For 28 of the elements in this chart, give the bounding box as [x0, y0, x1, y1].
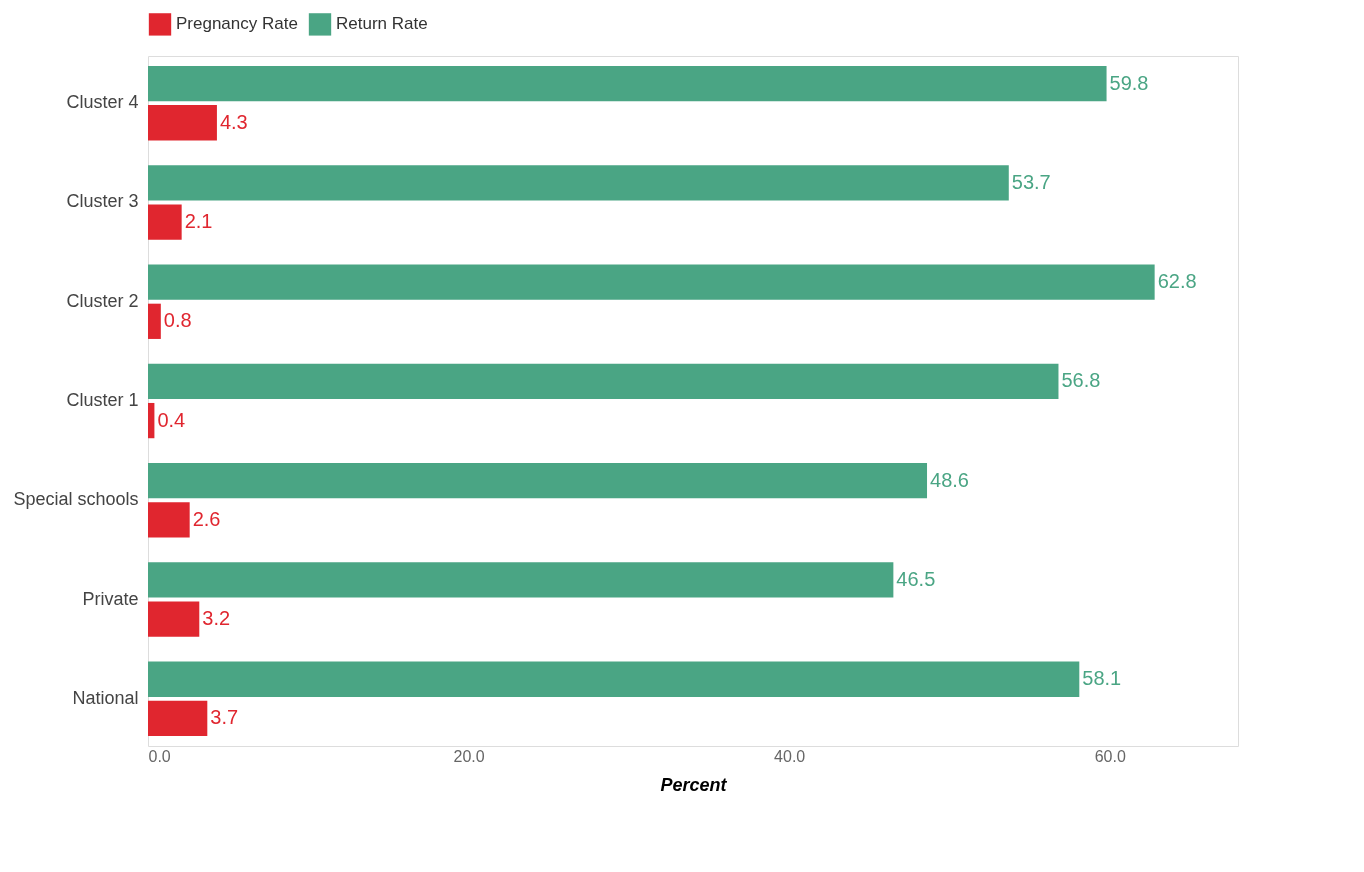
y-tick-label: National [72, 687, 139, 708]
y-tick-label: Cluster 2 [66, 290, 139, 311]
data-label: 3.2 [202, 607, 231, 630]
data-label: 53.7 [1011, 170, 1051, 193]
x-axis-title: Percent [660, 774, 728, 795]
data-label: 0.8 [163, 309, 192, 332]
y-tick-label: Cluster 4 [66, 92, 139, 113]
legend-label: Return Rate [336, 14, 428, 34]
y-tick-label: Cluster 3 [66, 191, 139, 212]
data-label: 4.3 [219, 110, 248, 133]
data-label: 2.6 [192, 507, 221, 530]
data-label: 0.4 [157, 408, 186, 431]
x-tick-label: 60.0 [1094, 747, 1126, 765]
data-label: 2.1 [184, 210, 213, 233]
data-label: 59.8 [1109, 71, 1149, 94]
data-label: 58.1 [1082, 667, 1122, 690]
y-tick-label: Special schools [13, 489, 139, 510]
x-tick-label: 40.0 [774, 747, 806, 765]
x-tick-label: 0.0 [148, 747, 171, 765]
legend-label: Pregnancy Rate [176, 14, 298, 34]
data-label: 48.6 [930, 468, 969, 491]
data-label: 46.5 [896, 567, 936, 590]
data-label: 56.8 [1061, 369, 1101, 392]
data-label: 3.7 [210, 706, 239, 729]
data-label: 62.8 [1157, 270, 1197, 293]
y-tick-label: Cluster 1 [66, 390, 139, 410]
x-tick-label: 20.0 [453, 747, 485, 765]
y-tick-label: Private [82, 588, 139, 609]
